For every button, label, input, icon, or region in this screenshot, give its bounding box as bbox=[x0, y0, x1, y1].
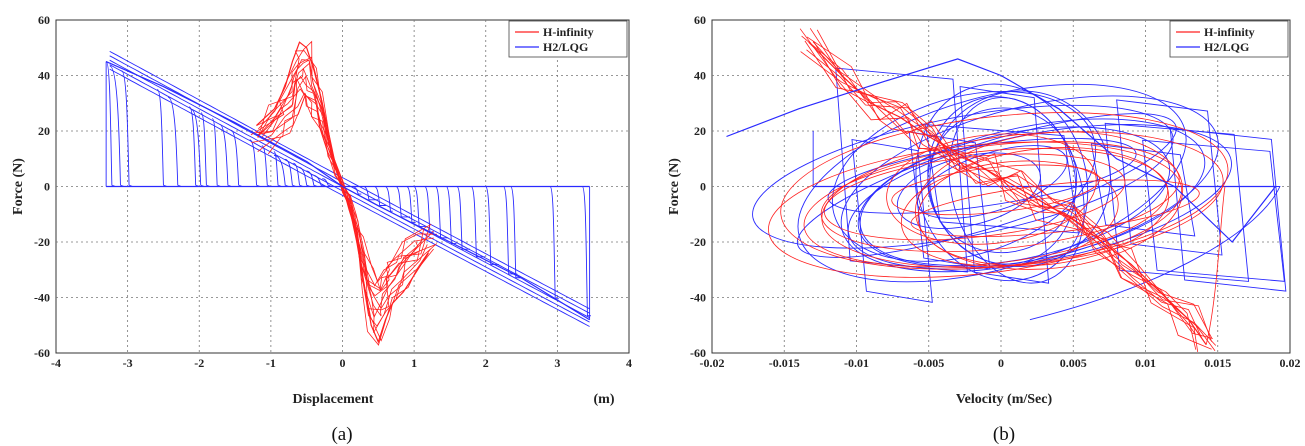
y-tick-label: -60 bbox=[690, 346, 706, 360]
y-tick-label: -20 bbox=[34, 235, 50, 249]
x-axis-label: Velocity (m/Sec) bbox=[956, 392, 1053, 407]
y-tick-label: -40 bbox=[690, 291, 706, 305]
x-tick-label: -3 bbox=[123, 356, 133, 370]
legend-entry: H2/LQG bbox=[1204, 40, 1249, 54]
x-tick-label: 0.015 bbox=[1204, 356, 1231, 370]
y-axis-label: Force (N) bbox=[11, 158, 26, 215]
y-axis-label: Force (N) bbox=[667, 158, 682, 215]
series-texture-h-infinity bbox=[768, 28, 1229, 352]
y-tick-label: 20 bbox=[38, 124, 50, 138]
x-tick-label: -0.015 bbox=[769, 356, 800, 370]
x-tick-label: 0.02 bbox=[1280, 356, 1301, 370]
x-tick-label: 1 bbox=[411, 356, 417, 370]
chart-panel-a: -4 -3 -2 -1 0 1 2 3 4 -60 -40 -20 0 20 40 60 Displacemen… bbox=[11, 13, 632, 445]
legend-entry: H2/LQG bbox=[543, 40, 588, 54]
y-tick-label: 20 bbox=[694, 124, 706, 138]
series-line-h2-lqg bbox=[726, 58, 1276, 243]
y-tick-label: -40 bbox=[34, 291, 50, 305]
y-tick-label: -20 bbox=[690, 235, 706, 249]
x-tick-label: -0.01 bbox=[844, 356, 869, 370]
x-tick-label: 4 bbox=[626, 356, 632, 370]
x-tick-label: -2 bbox=[194, 356, 204, 370]
y-tick-label: 0 bbox=[44, 180, 50, 194]
x-tick-label: 0 bbox=[998, 356, 1004, 370]
series-line-h-infinity bbox=[808, 41, 1207, 346]
x-tick-label: 0.01 bbox=[1135, 356, 1156, 370]
y-tick-label: 60 bbox=[694, 13, 706, 27]
x-tick-label: -4 bbox=[51, 356, 61, 370]
y-tick-label: -60 bbox=[34, 346, 50, 360]
y-tick-label: 40 bbox=[694, 69, 706, 83]
x-tick-label: 0.005 bbox=[1060, 356, 1087, 370]
x-axis-unit: (m) bbox=[594, 392, 615, 407]
y-tick-label: 60 bbox=[38, 13, 50, 27]
y-tick-label: 40 bbox=[38, 69, 50, 83]
x-tick-label: 2 bbox=[483, 356, 489, 370]
legend-entry: H-infinity bbox=[1204, 25, 1255, 39]
series-line-h2-lqg bbox=[105, 61, 590, 321]
panel-caption: (a) bbox=[331, 424, 352, 445]
x-tick-label: -0.02 bbox=[700, 356, 725, 370]
x-tick-label: 3 bbox=[554, 356, 560, 370]
legend-entry: H-infinity bbox=[543, 25, 594, 39]
x-tick-label: -0.005 bbox=[913, 356, 944, 370]
y-tick-label: 0 bbox=[700, 180, 706, 194]
x-axis-label: Displacement bbox=[293, 392, 374, 407]
x-tick-label: 0 bbox=[340, 356, 346, 370]
x-tick-label: -1 bbox=[266, 356, 276, 370]
panel-caption: (b) bbox=[993, 424, 1015, 445]
chart-panel-b: -0.02 -0.015 -0.01 -0.005 0 0.005 0.01 0.015 0.0… bbox=[667, 13, 1301, 445]
